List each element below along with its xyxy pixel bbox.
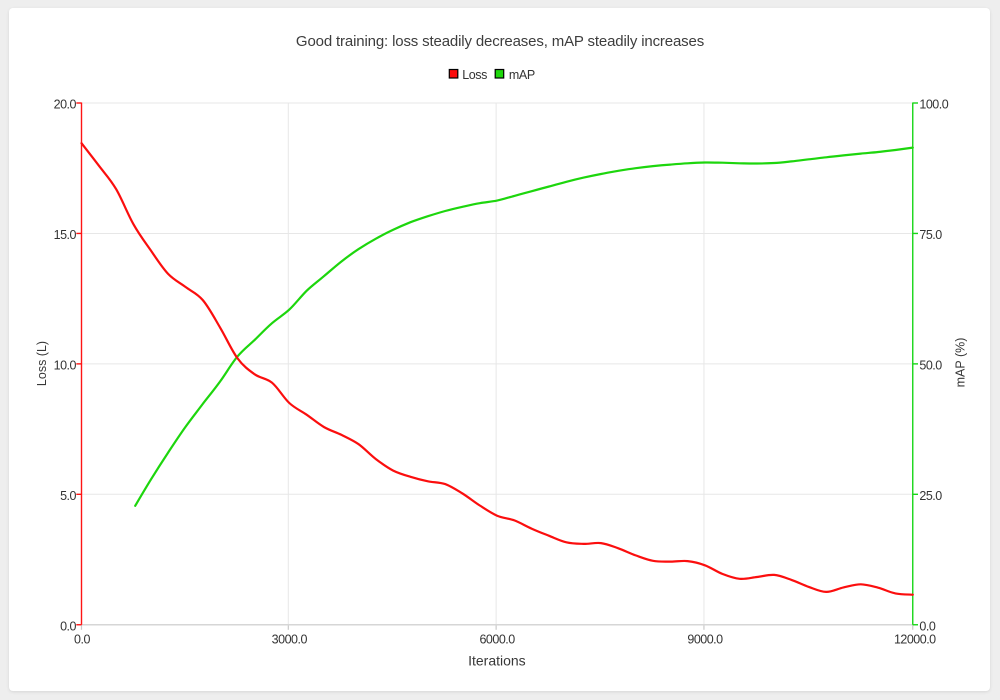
svg-text:10.0: 10.0 <box>54 359 77 373</box>
svg-text:0.0: 0.0 <box>60 619 76 633</box>
svg-text:75.0: 75.0 <box>919 228 942 242</box>
svg-text:6000.0: 6000.0 <box>479 632 515 646</box>
svg-text:Iterations: Iterations <box>468 652 526 668</box>
svg-text:20.0: 20.0 <box>54 98 77 112</box>
svg-text:15.0: 15.0 <box>54 228 77 242</box>
svg-text:9000.0: 9000.0 <box>687 632 723 646</box>
svg-text:3000.0: 3000.0 <box>272 632 308 646</box>
svg-text:50.0: 50.0 <box>919 359 942 373</box>
svg-text:100.0: 100.0 <box>919 98 948 112</box>
svg-text:Loss (L): Loss (L) <box>35 341 49 386</box>
svg-text:0.0: 0.0 <box>919 619 935 633</box>
svg-text:Good training: loss steadily d: Good training: loss steadily decreases, … <box>296 33 704 50</box>
svg-text:25.0: 25.0 <box>919 489 942 503</box>
svg-text:Loss: Loss <box>462 68 487 82</box>
svg-text:5.0: 5.0 <box>60 489 76 503</box>
svg-text:0.0: 0.0 <box>74 632 90 646</box>
svg-text:mAP (%): mAP (%) <box>954 338 968 388</box>
svg-text:mAP: mAP <box>509 68 535 82</box>
svg-text:12000.0: 12000.0 <box>894 632 936 646</box>
